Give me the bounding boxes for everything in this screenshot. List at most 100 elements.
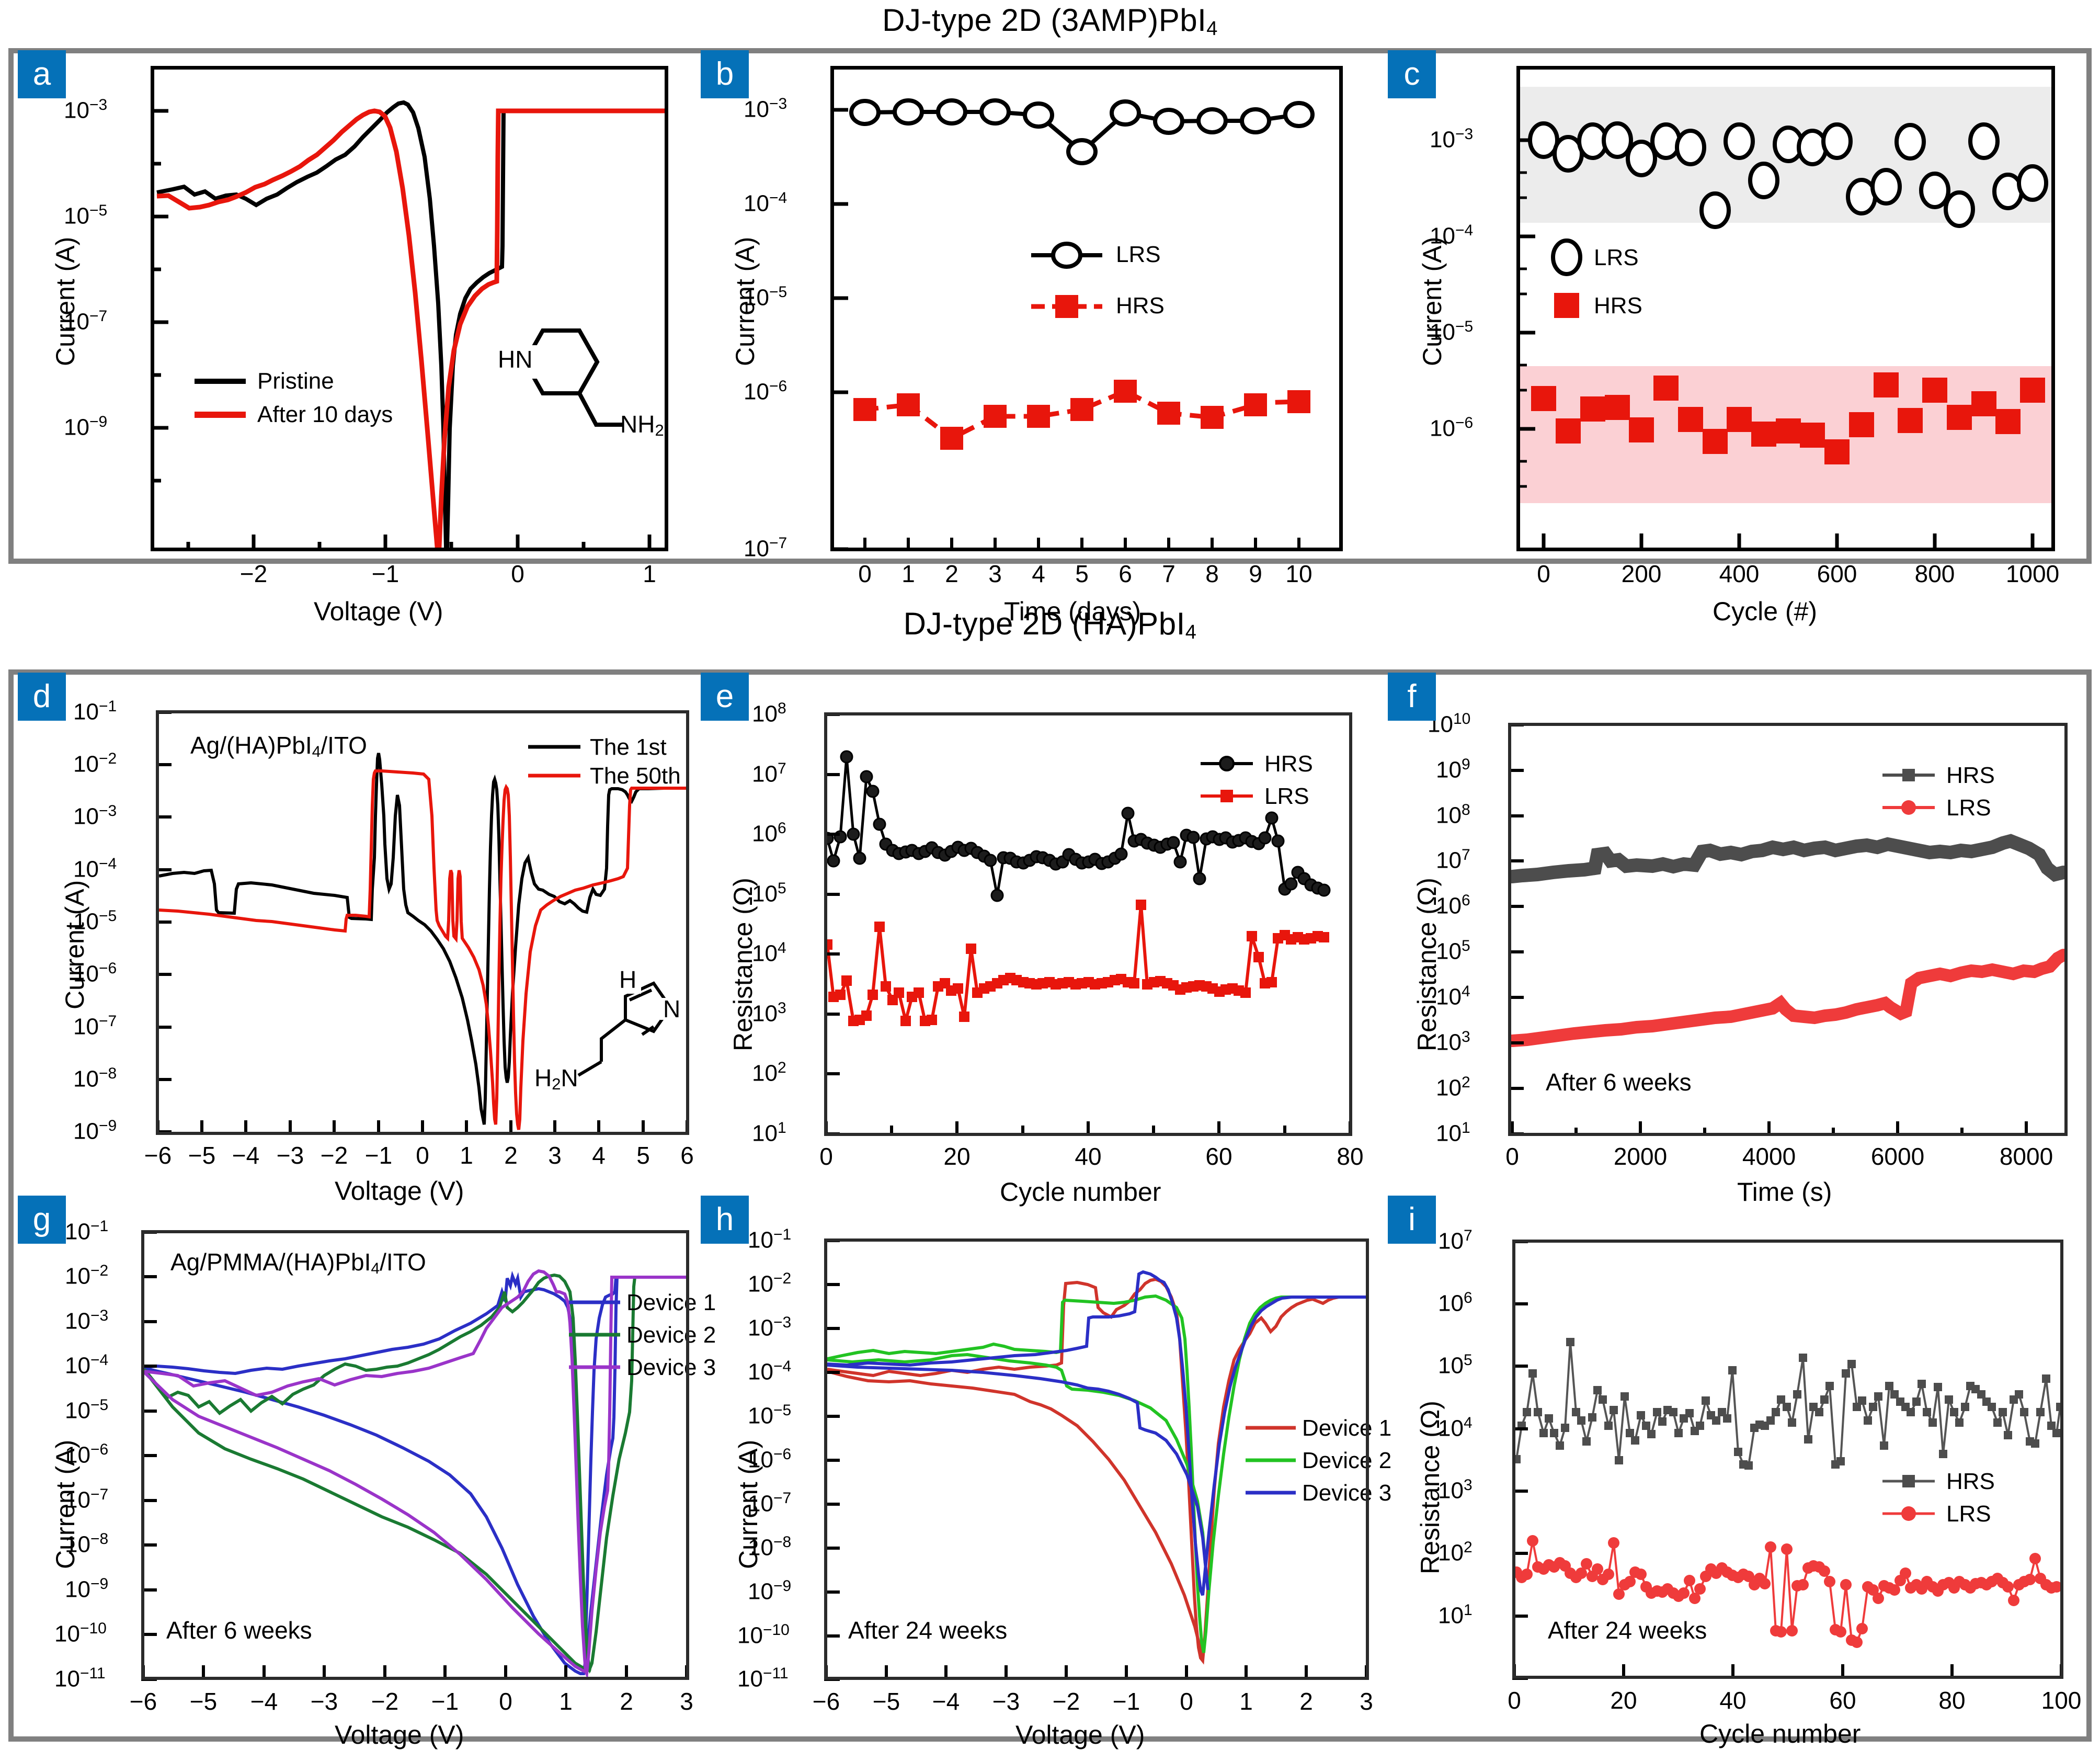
panel-h-xtick-9: 3 bbox=[1360, 1688, 1373, 1715]
panel-h-plot bbox=[824, 1239, 1368, 1681]
panel-d-xtick-1: −5 bbox=[188, 1142, 216, 1169]
panel-e-legend-hrs: HRS bbox=[1264, 751, 1313, 777]
panel-h-xtick-4: −2 bbox=[1052, 1688, 1080, 1715]
panel-d-xtick-11: 5 bbox=[636, 1142, 650, 1169]
panel-e-xlabel: Cycle number bbox=[1000, 1177, 1161, 1207]
panel-h-ytick-2: 10−3 bbox=[748, 1314, 792, 1341]
panel-i-ytick-5: 102 bbox=[1438, 1539, 1473, 1566]
panel-g-xtick-2: −4 bbox=[250, 1688, 278, 1715]
panel-g-ytick-10: 10−11 bbox=[54, 1665, 106, 1692]
panel-f-xtick-2: 4000 bbox=[1742, 1143, 1796, 1170]
panel-c-xtick-1: 200 bbox=[1621, 560, 1662, 587]
panel-h-ytick-4: 10−5 bbox=[748, 1402, 792, 1429]
panel-d-label: d bbox=[18, 673, 66, 721]
panel-i-axes-frame bbox=[1512, 1240, 2063, 1679]
panel-f-ytick-5: 105 bbox=[1436, 937, 1470, 964]
panel-f-ytick-4: 106 bbox=[1436, 892, 1470, 919]
panel-h-ytick-10: 10−11 bbox=[737, 1665, 789, 1692]
panel-i-legend-lrs: LRS bbox=[1946, 1501, 1991, 1527]
panel-h-annotation: After 24 weeks bbox=[848, 1617, 1008, 1644]
panel-c-ytick-0: 10−3 bbox=[1430, 126, 1474, 153]
panel-h-ytick-7: 10−8 bbox=[748, 1533, 792, 1561]
panel-b-ytick-2: 10−5 bbox=[744, 283, 788, 311]
panel-e-ytick-5: 103 bbox=[752, 999, 786, 1027]
panel-c-hrs-points bbox=[1531, 372, 2045, 464]
panel-b-ytick-0: 10−3 bbox=[744, 95, 788, 122]
panel-a-axes-frame bbox=[151, 66, 668, 551]
panel-d-ytick-6: 10−7 bbox=[73, 1013, 117, 1040]
panel-g-xtick-1: −5 bbox=[189, 1688, 218, 1715]
panel-h-xtick-8: 2 bbox=[1299, 1688, 1313, 1715]
panel-c-xlabel: Cycle (#) bbox=[1713, 597, 1818, 626]
panel-b-xtick-1: 1 bbox=[901, 560, 915, 587]
panel-a-label: a bbox=[18, 50, 66, 98]
panel-a-ytick-1: 10−5 bbox=[64, 202, 108, 229]
panel-h-xtick-3: −3 bbox=[992, 1688, 1020, 1715]
molecule-label-n: N bbox=[663, 995, 681, 1022]
panel-a-xtick-3: 1 bbox=[643, 560, 656, 587]
panel-i-ytick-2: 105 bbox=[1438, 1351, 1473, 1379]
panel-h-ytick-5: 10−6 bbox=[748, 1446, 792, 1473]
panel-d-ytick-8: 10−9 bbox=[73, 1117, 117, 1144]
panel-a-plot bbox=[151, 100, 666, 551]
panel-h-label: h bbox=[701, 1196, 749, 1244]
panel-g-ytick-8: 10−9 bbox=[65, 1575, 109, 1603]
panel-c-lrs-points bbox=[1528, 121, 2048, 229]
panel-h-legend-device-2: Device 2 bbox=[1302, 1448, 1392, 1473]
panel-g-legend-device-1: Device 1 bbox=[626, 1290, 716, 1315]
panel-c-xtick-0: 0 bbox=[1537, 560, 1550, 587]
panel-h-xtick-2: −4 bbox=[932, 1688, 960, 1715]
panel-d-ytick-4: 10−5 bbox=[73, 907, 117, 935]
panel-c-xtick-2: 400 bbox=[1719, 560, 1760, 587]
panel-d-xtick-4: −2 bbox=[320, 1142, 348, 1169]
panel-d-xtick-12: 6 bbox=[680, 1142, 694, 1169]
molecule-label-nh2: NH2 bbox=[620, 411, 664, 439]
panel-c-axes-frame bbox=[1516, 66, 2055, 551]
panel-i-legend-hrs: HRS bbox=[1946, 1469, 1995, 1494]
panel-h-xtick-6: 0 bbox=[1180, 1688, 1193, 1715]
panel-d-annotation: Ag/(HA)PbI4/ITO bbox=[190, 732, 367, 760]
panel-f-ytick-9: 101 bbox=[1436, 1119, 1470, 1146]
panel-f-ytick-1: 109 bbox=[1436, 756, 1470, 783]
panel-e-xtick-1: 20 bbox=[943, 1143, 971, 1170]
panel-f-legend-lrs: LRS bbox=[1946, 795, 1991, 821]
panel-b-xtick-8: 8 bbox=[1205, 560, 1219, 587]
panel-i-xtick-1: 20 bbox=[1610, 1687, 1637, 1714]
panel-h-ytick-1: 10−2 bbox=[748, 1270, 792, 1297]
panel-d-ytick-0: 10−1 bbox=[73, 698, 117, 725]
panel-g-ytick-4: 10−5 bbox=[65, 1396, 109, 1424]
panel-a-xtick-0: −2 bbox=[239, 560, 268, 587]
panel-b-xtick-5: 5 bbox=[1075, 560, 1089, 587]
panel-b-label: b bbox=[701, 50, 749, 98]
panel-h-ytick-9: 10−10 bbox=[737, 1621, 790, 1649]
panel-e-legend-lrs: LRS bbox=[1264, 783, 1309, 809]
panel-d-ytick-3: 10−4 bbox=[73, 855, 117, 882]
panel-a-legend-pristine: Pristine bbox=[257, 368, 334, 394]
panel-c-ytick-1: 10−4 bbox=[1430, 222, 1474, 249]
panel-f-ytick-2: 108 bbox=[1436, 801, 1470, 828]
panel-a-xtick-1: −1 bbox=[371, 560, 400, 587]
panel-i-ytick-1: 106 bbox=[1438, 1289, 1473, 1316]
panel-e-label: e bbox=[701, 673, 749, 721]
panel-i-xtick-0: 0 bbox=[1508, 1687, 1521, 1714]
panel-b-xtick-3: 3 bbox=[988, 560, 1002, 587]
panel-f-xtick-4: 8000 bbox=[1999, 1143, 2053, 1170]
panel-h-xtick-5: −1 bbox=[1112, 1688, 1140, 1715]
panel-h-legend-device-1: Device 1 bbox=[1302, 1415, 1392, 1441]
panel-h-ytick-3: 10−4 bbox=[748, 1358, 792, 1385]
panel-g-ytick-9: 10−10 bbox=[54, 1620, 107, 1647]
panel-g-axes-frame bbox=[141, 1230, 689, 1680]
panel-i-xtick-2: 40 bbox=[1719, 1687, 1747, 1714]
panel-g-xtick-9: 3 bbox=[680, 1688, 693, 1715]
panel-h-xtick-0: −6 bbox=[812, 1688, 840, 1715]
panel-f-legend-hrs: HRS bbox=[1946, 763, 1995, 788]
panel-d-legend-the-50th: The 50th bbox=[590, 763, 681, 789]
panel-e-ytick-1: 107 bbox=[752, 760, 786, 787]
panel-g-ytick-5: 10−6 bbox=[65, 1441, 109, 1468]
panel-c-label: c bbox=[1388, 50, 1436, 98]
panel-f-xtick-0: 0 bbox=[1505, 1143, 1519, 1170]
panel-d-ytick-5: 10−6 bbox=[73, 960, 117, 987]
panel-g-xtick-3: −3 bbox=[310, 1688, 338, 1715]
panel-d-axes-frame bbox=[156, 710, 689, 1135]
panel-c-xtick-3: 600 bbox=[1817, 560, 1857, 587]
